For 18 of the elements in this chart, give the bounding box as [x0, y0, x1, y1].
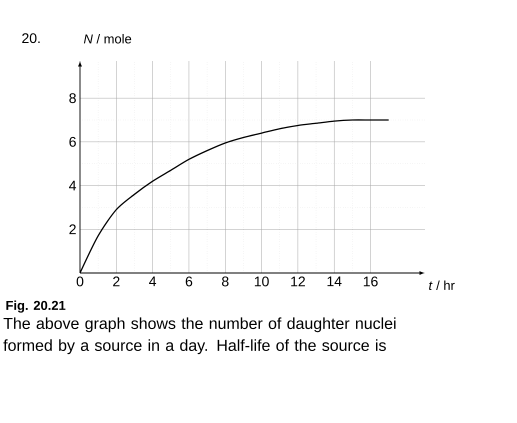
x-tick-label: 12: [291, 276, 305, 286]
x-tick-label: 0: [76, 276, 84, 286]
text: 20.: [22, 33, 40, 44]
x-tick-label: 10: [254, 276, 269, 286]
x-tick-label: 14: [328, 276, 342, 286]
y-tick-label: 2: [69, 224, 76, 234]
y-tick-label: 4: [69, 180, 76, 190]
y-tick-label: 6: [69, 136, 76, 147]
caption: Fig. 20.21: [6, 300, 66, 313]
x-tick-label: 2: [113, 276, 120, 286]
x-tick-label: 16: [364, 276, 378, 286]
x-tick-label: 6: [186, 276, 192, 286]
x-axis-title: t / hr: [429, 280, 455, 290]
y-axis-title: N / mole: [84, 34, 132, 44]
x-tick-label: 4: [149, 276, 156, 286]
x-tick-label: 8: [222, 276, 229, 286]
y-tick-label: 8: [69, 93, 76, 104]
text: The above graph shows the number of daughter nuclei formed by a source in a day. Half-life of the source is: [3, 317, 396, 354]
